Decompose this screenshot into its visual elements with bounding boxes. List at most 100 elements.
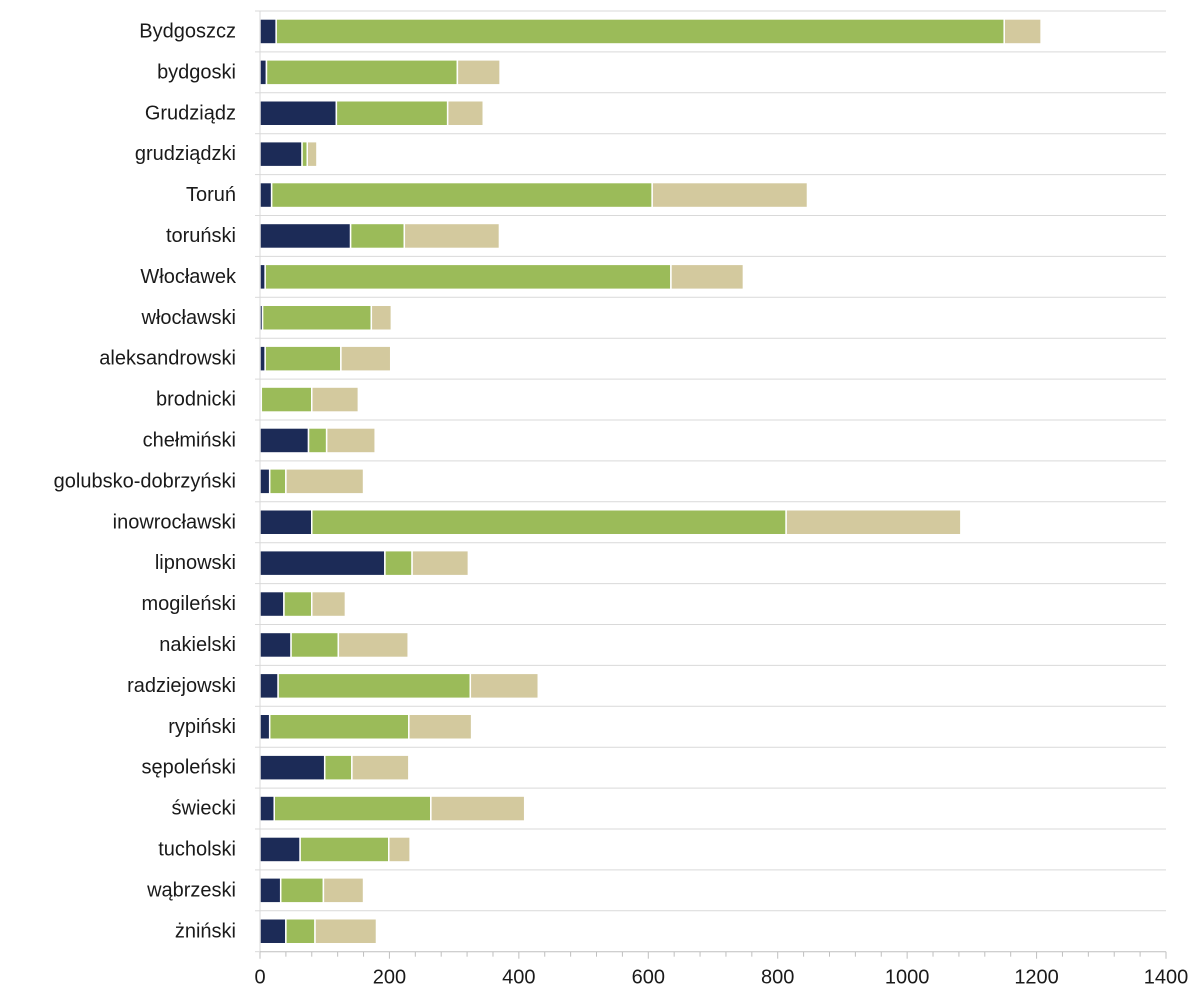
category-label: toruński: [166, 225, 236, 247]
bar-segment: [260, 386, 313, 413]
bar-segment: [259, 877, 282, 904]
bar-segment: [785, 509, 962, 536]
category-label: świecki: [172, 798, 236, 820]
bar-segment: [285, 468, 365, 495]
category-label: nakielski: [159, 634, 236, 656]
category-label: wąbrzeski: [146, 879, 236, 901]
bar-segment: [259, 795, 275, 822]
category-label: mogileński: [142, 593, 236, 615]
category-label: Włocławek: [140, 266, 237, 288]
bar-segment: [670, 263, 745, 291]
bar-segment: [311, 509, 787, 536]
bar-segment: [311, 386, 360, 413]
bar-segment: [430, 795, 526, 822]
bar-segment: [301, 140, 308, 168]
bar-segment: [270, 181, 653, 209]
bar-segment: [290, 631, 340, 659]
bar-segment: [259, 181, 273, 209]
bar-segment: [265, 59, 459, 86]
bar-segment: [264, 263, 672, 291]
axes: [255, 10, 1167, 959]
bar-segment: [456, 59, 501, 86]
category-label: aleksandrowski: [99, 348, 236, 370]
bar-segment: [259, 918, 287, 945]
bar-segment: [259, 631, 292, 659]
bar-segment: [277, 672, 472, 700]
bar-segment: [306, 140, 318, 168]
bar-segment: [259, 549, 386, 577]
bar-segment: [446, 100, 485, 127]
bar-segment: [259, 263, 266, 291]
x-tick-labels: 0 200 400 600 800 1000 1200 1400: [254, 967, 1188, 989]
bar-segment: [259, 836, 301, 863]
bar-segment: [264, 345, 342, 372]
bar-segment: [322, 877, 365, 904]
bar-segment: [307, 427, 328, 454]
category-label: włocławski: [141, 307, 236, 329]
bar-segment: [411, 549, 470, 577]
gridlines: [260, 10, 1166, 912]
bar-segment: [275, 18, 1005, 45]
bar-segment: [370, 304, 393, 331]
bar-segment: [340, 345, 392, 372]
bar-segment: [469, 672, 540, 700]
x-tick-label: 600: [632, 967, 665, 989]
bar-segment: [261, 304, 373, 331]
bar-segment: [259, 427, 310, 454]
bar-segment: [259, 59, 268, 86]
x-tick-label: 0: [254, 967, 265, 989]
bar-segment: [259, 140, 303, 168]
x-tick-label: 800: [761, 967, 794, 989]
bar-segment: [388, 836, 411, 863]
bar-segment: [268, 468, 287, 495]
bar-segment: [283, 590, 313, 618]
bar-segment: [268, 713, 410, 740]
bar-segment: [335, 100, 449, 127]
bar-segment: [259, 509, 313, 536]
bar-segment: [314, 918, 378, 945]
category-label: grudziądzki: [135, 143, 236, 165]
category-label: Bydgoszcz: [139, 20, 236, 42]
x-tick-label: 1200: [1014, 967, 1059, 989]
category-label: inowrocławski: [113, 511, 236, 533]
bar-segment: [651, 181, 809, 209]
bar-segment: [337, 631, 409, 659]
bar-segment: [259, 590, 285, 618]
bar-segment: [259, 345, 266, 372]
category-label: bydgoski: [157, 61, 236, 83]
bar-segment: [384, 549, 413, 577]
bar-segment: [325, 427, 376, 454]
bar-segment: [259, 222, 352, 250]
bar-segment: [403, 222, 501, 250]
category-label: chełmiński: [143, 429, 236, 451]
category-labels: Bydgoszcz bydgoski Grudziądz grudziądzki Tor…: [54, 20, 237, 942]
x-tick-label: 400: [502, 967, 535, 989]
category-label: żniński: [175, 920, 236, 942]
bar-segment: [323, 754, 353, 781]
bar-segment: [285, 918, 316, 945]
category-label: tucholski: [158, 838, 236, 860]
category-label: brodnicki: [156, 389, 236, 411]
category-label: sępoleński: [141, 757, 236, 779]
bar-segment: [279, 877, 325, 904]
category-label: radziejowski: [127, 675, 236, 697]
bar-segment: [259, 672, 279, 700]
bar-segment: [273, 795, 432, 822]
bar-segment: [259, 713, 271, 740]
bar-segment: [299, 836, 390, 863]
category-label: rypiński: [168, 716, 236, 738]
bar-segment: [259, 18, 277, 45]
bar-segment: [351, 754, 410, 781]
x-tick-label: 200: [373, 967, 406, 989]
bar-segment: [349, 222, 406, 250]
category-label: lipnowski: [155, 552, 236, 574]
bars: [259, 18, 1042, 945]
x-tick-label: 1400: [1144, 967, 1189, 989]
bar-segment: [311, 590, 347, 618]
bar-segment: [259, 754, 326, 781]
bar-segment: [259, 468, 271, 495]
bar-segment: [259, 100, 338, 127]
x-tick-label: 1000: [885, 967, 930, 989]
